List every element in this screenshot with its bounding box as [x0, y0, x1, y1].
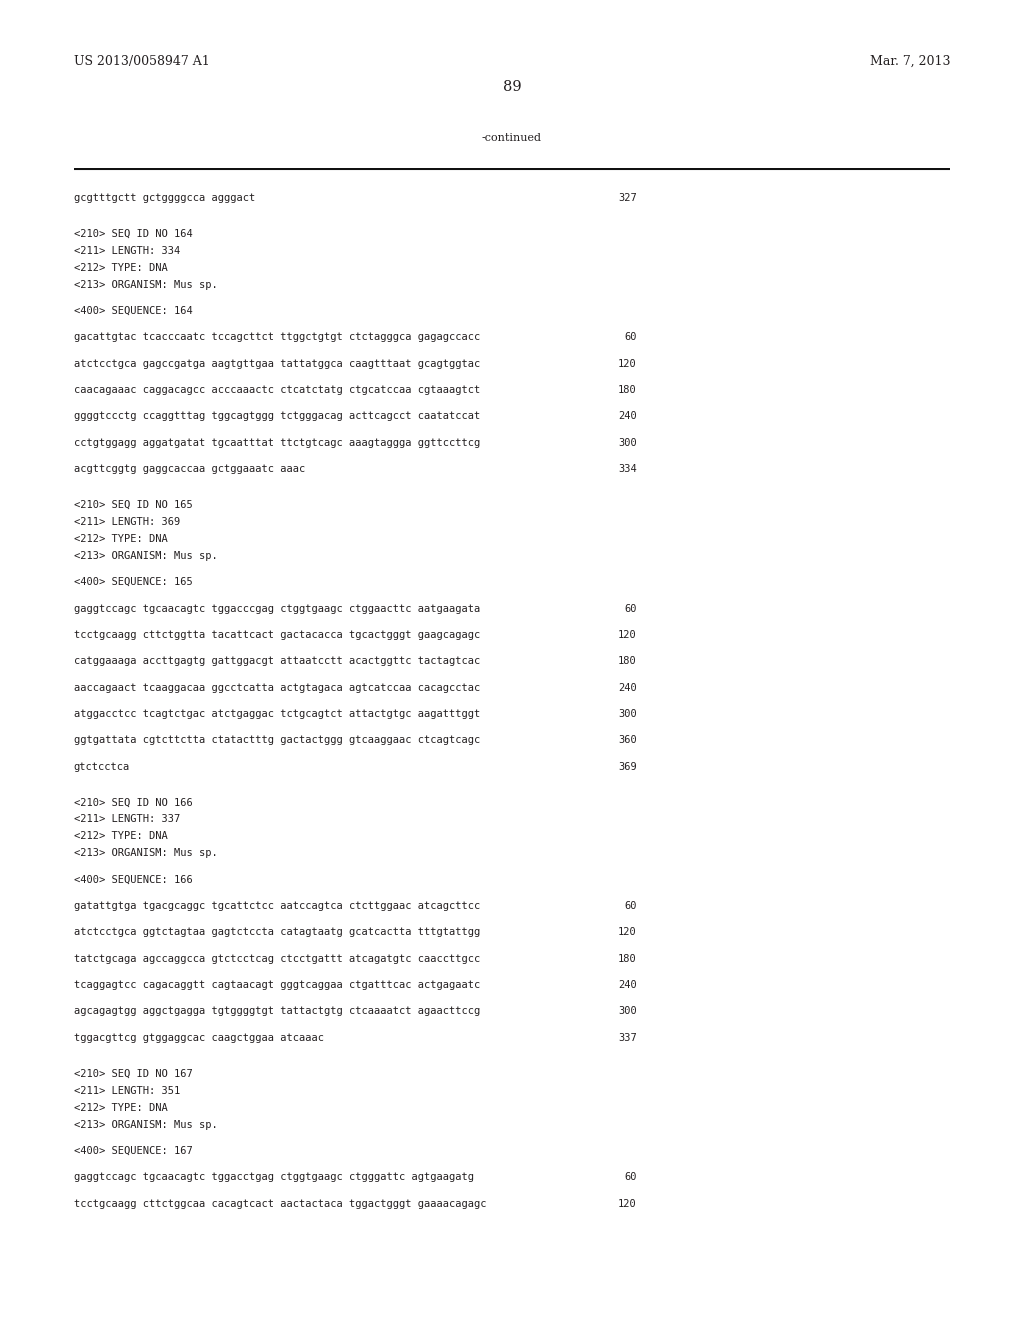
Text: 120: 120: [618, 359, 637, 368]
Text: <210> SEQ ID NO 167: <210> SEQ ID NO 167: [74, 1068, 193, 1078]
Text: 327: 327: [618, 193, 637, 203]
Text: acgttcggtg gaggcaccaa gctggaaatc aaac: acgttcggtg gaggcaccaa gctggaaatc aaac: [74, 465, 305, 474]
Text: -continued: -continued: [482, 133, 542, 143]
Text: 89: 89: [503, 81, 521, 94]
Text: aaccagaact tcaaggacaa ggcctcatta actgtagaca agtcatccaa cacagcctac: aaccagaact tcaaggacaa ggcctcatta actgtag…: [74, 682, 480, 693]
Text: catggaaaga accttgagtg gattggacgt attaatcctt acactggttc tactagtcac: catggaaaga accttgagtg gattggacgt attaatc…: [74, 656, 480, 667]
Text: 60: 60: [625, 333, 637, 342]
Text: 180: 180: [618, 954, 637, 964]
Text: atggacctcc tcagtctgac atctgaggac tctgcagtct attactgtgc aagatttggt: atggacctcc tcagtctgac atctgaggac tctgcag…: [74, 709, 480, 719]
Text: gaggtccagc tgcaacagtc tggacctgag ctggtgaagc ctgggattc agtgaagatg: gaggtccagc tgcaacagtc tggacctgag ctggtga…: [74, 1172, 474, 1183]
Text: <211> LENGTH: 337: <211> LENGTH: 337: [74, 814, 180, 825]
Text: 300: 300: [618, 1006, 637, 1016]
Text: tggacgttcg gtggaggcac caagctggaa atcaaac: tggacgttcg gtggaggcac caagctggaa atcaaac: [74, 1032, 324, 1043]
Text: <212> TYPE: DNA: <212> TYPE: DNA: [74, 1102, 168, 1113]
Text: gacattgtac tcacccaatc tccagcttct ttggctgtgt ctctagggca gagagccacc: gacattgtac tcacccaatc tccagcttct ttggctg…: [74, 333, 480, 342]
Text: <212> TYPE: DNA: <212> TYPE: DNA: [74, 533, 168, 544]
Text: <211> LENGTH: 351: <211> LENGTH: 351: [74, 1085, 180, 1096]
Text: 240: 240: [618, 682, 637, 693]
Text: <213> ORGANISM: Mus sp.: <213> ORGANISM: Mus sp.: [74, 280, 217, 289]
Text: <210> SEQ ID NO 164: <210> SEQ ID NO 164: [74, 228, 193, 239]
Text: ggggtccctg ccaggtttag tggcagtggg tctgggacag acttcagcct caatatccat: ggggtccctg ccaggtttag tggcagtggg tctggga…: [74, 412, 480, 421]
Text: 120: 120: [618, 928, 637, 937]
Text: tcaggagtcc cagacaggtt cagtaacagt gggtcaggaa ctgatttcac actgagaatc: tcaggagtcc cagacaggtt cagtaacagt gggtcag…: [74, 981, 480, 990]
Text: atctcctgca ggtctagtaa gagtctccta catagtaatg gcatcactta tttgtattgg: atctcctgca ggtctagtaa gagtctccta catagta…: [74, 928, 480, 937]
Text: caacagaaac caggacagcc acccaaactc ctcatctatg ctgcatccaa cgtaaagtct: caacagaaac caggacagcc acccaaactc ctcatct…: [74, 385, 480, 395]
Text: <400> SEQUENCE: 166: <400> SEQUENCE: 166: [74, 875, 193, 884]
Text: 240: 240: [618, 412, 637, 421]
Text: 60: 60: [625, 1172, 637, 1183]
Text: 120: 120: [618, 630, 637, 640]
Text: <400> SEQUENCE: 165: <400> SEQUENCE: 165: [74, 577, 193, 587]
Text: cctgtggagg aggatgatat tgcaatttat ttctgtcagc aaagtaggga ggttccttcg: cctgtggagg aggatgatat tgcaatttat ttctgtc…: [74, 438, 480, 447]
Text: gaggtccagc tgcaacagtc tggacccgag ctggtgaagc ctggaacttc aatgaagata: gaggtccagc tgcaacagtc tggacccgag ctggtga…: [74, 603, 480, 614]
Text: tatctgcaga agccaggcca gtctcctcag ctcctgattt atcagatgtc caaccttgcc: tatctgcaga agccaggcca gtctcctcag ctcctga…: [74, 954, 480, 964]
Text: 60: 60: [625, 603, 637, 614]
Text: 180: 180: [618, 656, 637, 667]
Text: <210> SEQ ID NO 166: <210> SEQ ID NO 166: [74, 797, 193, 808]
Text: <212> TYPE: DNA: <212> TYPE: DNA: [74, 832, 168, 841]
Text: 300: 300: [618, 438, 637, 447]
Text: 60: 60: [625, 902, 637, 911]
Text: 120: 120: [618, 1199, 637, 1209]
Text: <213> ORGANISM: Mus sp.: <213> ORGANISM: Mus sp.: [74, 1119, 217, 1130]
Text: <212> TYPE: DNA: <212> TYPE: DNA: [74, 263, 168, 273]
Text: US 2013/0058947 A1: US 2013/0058947 A1: [74, 55, 210, 69]
Text: <211> LENGTH: 369: <211> LENGTH: 369: [74, 517, 180, 527]
Text: tcctgcaagg cttctggcaa cacagtcact aactactaca tggactgggt gaaaacagagc: tcctgcaagg cttctggcaa cacagtcact aactact…: [74, 1199, 486, 1209]
Text: <213> ORGANISM: Mus sp.: <213> ORGANISM: Mus sp.: [74, 849, 217, 858]
Text: <210> SEQ ID NO 165: <210> SEQ ID NO 165: [74, 500, 193, 510]
Text: ggtgattata cgtcttctta ctatactttg gactactggg gtcaaggaac ctcagtcagc: ggtgattata cgtcttctta ctatactttg gactact…: [74, 735, 480, 746]
Text: <213> ORGANISM: Mus sp.: <213> ORGANISM: Mus sp.: [74, 550, 217, 561]
Text: agcagagtgg aggctgagga tgtggggtgt tattactgtg ctcaaaatct agaacttccg: agcagagtgg aggctgagga tgtggggtgt tattact…: [74, 1006, 480, 1016]
Text: <400> SEQUENCE: 167: <400> SEQUENCE: 167: [74, 1146, 193, 1156]
Text: gcgtttgctt gctggggcca agggact: gcgtttgctt gctggggcca agggact: [74, 193, 255, 203]
Text: 334: 334: [618, 465, 637, 474]
Text: tcctgcaagg cttctggtta tacattcact gactacacca tgcactgggt gaagcagagc: tcctgcaagg cttctggtta tacattcact gactaca…: [74, 630, 480, 640]
Text: 240: 240: [618, 981, 637, 990]
Text: atctcctgca gagccgatga aagtgttgaa tattatggca caagtttaat gcagtggtac: atctcctgca gagccgatga aagtgttgaa tattatg…: [74, 359, 480, 368]
Text: 337: 337: [618, 1032, 637, 1043]
Text: 369: 369: [618, 762, 637, 772]
Text: <211> LENGTH: 334: <211> LENGTH: 334: [74, 246, 180, 256]
Text: 180: 180: [618, 385, 637, 395]
Text: 360: 360: [618, 735, 637, 746]
Text: gatattgtga tgacgcaggc tgcattctcc aatccagtca ctcttggaac atcagcttcc: gatattgtga tgacgcaggc tgcattctcc aatccag…: [74, 902, 480, 911]
Text: Mar. 7, 2013: Mar. 7, 2013: [869, 55, 950, 69]
Text: gtctcctca: gtctcctca: [74, 762, 130, 772]
Text: 300: 300: [618, 709, 637, 719]
Text: <400> SEQUENCE: 164: <400> SEQUENCE: 164: [74, 306, 193, 315]
